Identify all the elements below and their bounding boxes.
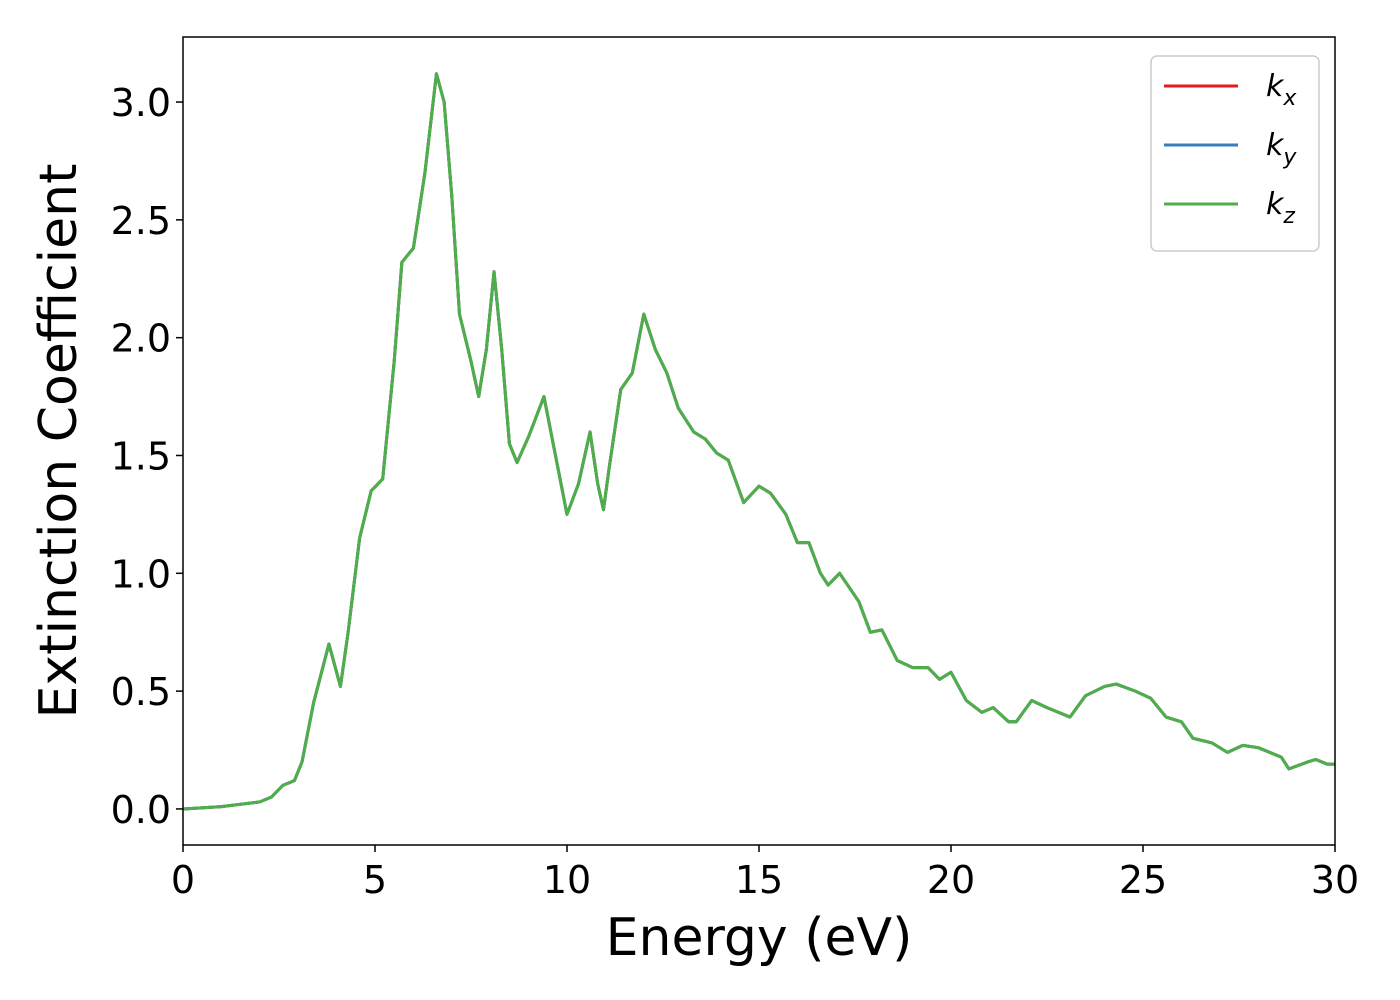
legend-box bbox=[1150, 55, 1320, 252]
x-tick-label: 0 bbox=[171, 858, 195, 902]
y-tick-label: 0.0 bbox=[111, 788, 171, 832]
x-tick-label: 15 bbox=[735, 858, 783, 902]
y-tick-label: 1.0 bbox=[111, 552, 171, 596]
y-tick-label: 2.5 bbox=[111, 199, 171, 243]
x-tick-label: 5 bbox=[363, 858, 387, 902]
x-tick-label: 20 bbox=[927, 858, 975, 902]
y-tick-label: 2.0 bbox=[111, 317, 171, 361]
y-axis-label: Extinction Coefficient bbox=[29, 164, 89, 719]
data-line bbox=[183, 72, 1335, 811]
y-tick-label: 0.5 bbox=[111, 670, 171, 714]
x-tick-label: 25 bbox=[1119, 858, 1167, 902]
x-axis-label: Energy (eV) bbox=[606, 908, 913, 968]
legend-label: kz bbox=[1266, 187, 1295, 229]
y-tick-label: 1.5 bbox=[111, 434, 171, 478]
plot-frame bbox=[182, 36, 1336, 846]
x-tick-label: 30 bbox=[1311, 858, 1359, 902]
legend-label: kx bbox=[1266, 69, 1297, 111]
legend-label: ky bbox=[1266, 128, 1297, 170]
x-tick-label: 10 bbox=[543, 858, 591, 902]
y-tick-label: 3.0 bbox=[111, 81, 171, 125]
